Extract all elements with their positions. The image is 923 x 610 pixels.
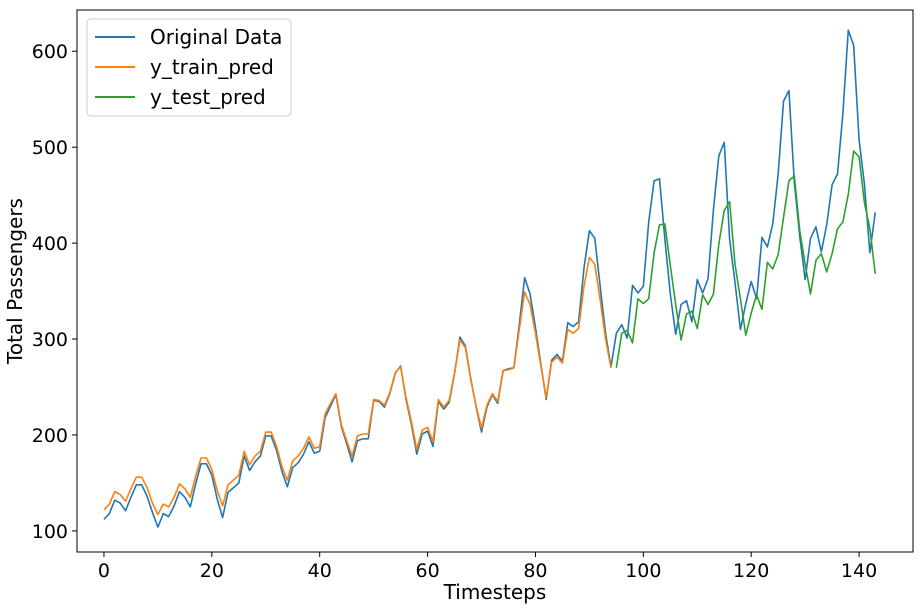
y-tick-label: 100: [32, 521, 68, 543]
series-line-y-test-pred: [615, 150, 877, 368]
y-tick-label: 400: [32, 233, 68, 255]
legend-label: Original Data: [150, 25, 282, 49]
y-axis-label: Total Passengers: [3, 198, 27, 365]
series-lines: [103, 29, 877, 528]
y-tick-label: 600: [32, 41, 68, 63]
x-tick-label: 80: [523, 560, 547, 582]
y-axis-ticks: 100 200 300 400 500 600: [32, 41, 77, 543]
y-tick-label: 500: [32, 137, 68, 159]
legend-label: y_train_pred: [150, 55, 274, 79]
x-axis-ticks: 0 20 40 60 80 100 120 140: [98, 552, 877, 582]
legend-label: y_test_pred: [150, 85, 266, 109]
x-tick-label: 60: [415, 560, 439, 582]
y-tick-label: 200: [32, 425, 68, 447]
x-tick-label: 140: [841, 560, 877, 582]
legend-box: [86, 18, 292, 117]
plot-frame: [76, 9, 914, 553]
x-axis-label: Timesteps: [443, 580, 547, 604]
y-tick-label: 300: [32, 329, 68, 351]
x-tick-label: 20: [200, 560, 224, 582]
legend: Original Data y_train_pred y_test_pred: [86, 18, 292, 117]
x-tick-label: 120: [733, 560, 769, 582]
x-tick-label: 0: [98, 560, 110, 582]
x-tick-label: 100: [625, 560, 661, 582]
x-tick-label: 40: [308, 560, 332, 582]
series-line-y-train-pred: [103, 256, 612, 516]
